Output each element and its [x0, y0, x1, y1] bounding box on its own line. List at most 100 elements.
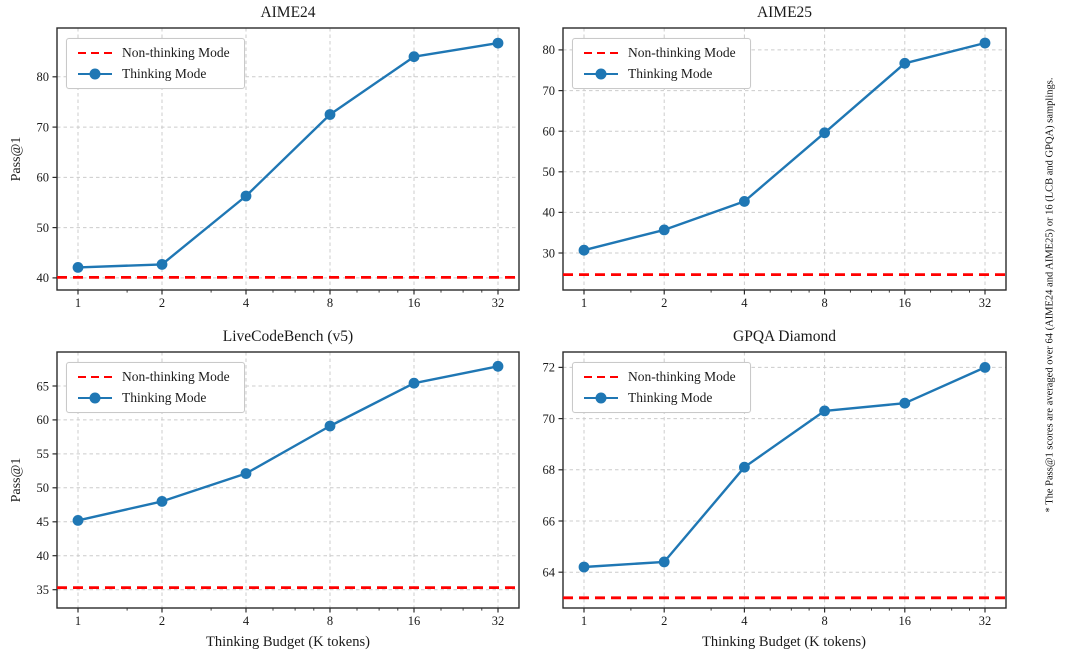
y-tick-label: 50 [37, 481, 50, 495]
data-point-marker [739, 196, 750, 207]
x-tick-label: 32 [492, 296, 505, 310]
thinking-line [77, 41, 499, 269]
y-tick-label: 70 [37, 120, 50, 134]
x-tick-label: 8 [327, 614, 333, 628]
data-point-marker [492, 360, 504, 372]
x-tick-label: 1 [75, 296, 81, 310]
y-tick-label: 60 [543, 125, 556, 139]
legend-livecodebench: Non-thinking Mode Thinking Mode [66, 362, 245, 413]
x-tick-label: 4 [243, 296, 250, 310]
legend-aime24: Non-thinking Mode Thinking Mode [66, 38, 245, 89]
x-tick-label: 16 [408, 296, 421, 310]
subplot-aime24: 40 50 60 70 80 1 2 4 8 16 32 [37, 27, 520, 310]
data-point-marker [408, 51, 420, 63]
data-point-marker [658, 556, 670, 568]
axes-frame [562, 351, 1007, 609]
x-tick-label: 2 [159, 614, 165, 628]
data-point-marker [979, 37, 991, 49]
axes-frame [56, 27, 520, 291]
data-point-marker [156, 259, 168, 270]
legend-label-thinking: Thinking Mode [628, 390, 713, 405]
data-point-marker [819, 127, 830, 139]
non-thinking-line-sample [584, 375, 618, 379]
x-tick-label: 2 [661, 614, 667, 628]
data-point-marker [578, 561, 590, 573]
data-point-marker [156, 496, 168, 507]
y-tick-label: 45 [37, 515, 50, 529]
legend-label-non-thinking: Non-thinking Mode [628, 45, 736, 60]
legend-item-non-thinking: Non-thinking Mode [78, 45, 230, 61]
non-thinking-line-sample [78, 51, 112, 55]
x-axis-label-thinking-budget: Thinking Budget (K tokens) [702, 634, 866, 650]
y-tick-label: 60 [37, 413, 50, 427]
marker-dot-icon [89, 68, 101, 80]
data-point-marker [324, 420, 336, 432]
data-point-marker [819, 405, 830, 417]
y-tick-label: 40 [37, 271, 50, 285]
x-axis-label-thinking-budget: Thinking Budget (K tokens) [206, 634, 370, 650]
x-tick-label: 4 [243, 614, 250, 628]
legend-label-thinking: Thinking Mode [122, 390, 207, 405]
y-tick-label: 50 [37, 221, 50, 235]
y-tick-label: 65 [37, 379, 50, 393]
footnote-sampling-note: * The Pass@1 scores are averaged over 64… [1044, 77, 1056, 513]
x-tick-label: 1 [581, 296, 587, 310]
non-thinking-line-sample [584, 51, 618, 55]
y-axis-label-pass-at-1: Pass@1 [9, 136, 24, 182]
x-tick-label: 8 [821, 614, 827, 628]
legend-item-thinking: Thinking Mode [78, 390, 230, 406]
y-tick-label: 60 [37, 171, 50, 185]
data-point-marker [578, 244, 590, 256]
x-tick-label: 1 [75, 614, 81, 628]
x-tick-label: 8 [327, 296, 333, 310]
x-tick-label: 4 [741, 614, 748, 628]
legend-label-non-thinking: Non-thinking Mode [628, 369, 736, 384]
legend-item-non-thinking: Non-thinking Mode [584, 369, 736, 385]
legend-item-thinking: Thinking Mode [584, 390, 736, 406]
thinking-line [77, 365, 499, 522]
x-tick-label: 4 [741, 296, 748, 310]
subplot-aime25: 30 40 50 60 70 80 1 2 4 8 16 32 [543, 27, 1007, 310]
legend-item-thinking: Thinking Mode [78, 66, 230, 82]
y-tick-label: 70 [543, 412, 556, 426]
legend-aime25: Non-thinking Mode Thinking Mode [572, 38, 751, 89]
data-point-marker [739, 461, 750, 473]
x-tick-label: 1 [581, 614, 587, 628]
data-point-marker [240, 190, 252, 202]
y-tick-label: 30 [543, 246, 556, 260]
y-tick-label: 68 [543, 463, 556, 477]
y-tick-label: 55 [37, 447, 50, 461]
y-tick-label: 80 [543, 43, 556, 57]
legend-label-thinking: Thinking Mode [122, 66, 207, 81]
legend-label-non-thinking: Non-thinking Mode [122, 45, 230, 60]
x-tick-label: 2 [159, 296, 165, 310]
x-tick-label: 16 [899, 614, 912, 628]
subplot-livecodebench-v5-: 35 40 45 50 55 60 65 1 2 4 8 16 32 [37, 351, 520, 628]
chart-title-gpqa-diamond: GPQA Diamond [733, 328, 836, 345]
x-tick-label: 8 [821, 296, 827, 310]
chart-title-aime24: AIME24 [260, 4, 316, 21]
data-point-marker [72, 262, 84, 273]
thinking-line-sample [78, 392, 112, 404]
legend-item-non-thinking: Non-thinking Mode [78, 369, 230, 385]
thinking-line [583, 366, 986, 569]
thinking-line-sample [584, 392, 618, 404]
thinking-line-sample [584, 68, 618, 80]
y-tick-label: 35 [37, 583, 50, 597]
data-point-marker [658, 224, 670, 236]
y-tick-label: 40 [543, 206, 556, 220]
axes-frame [562, 27, 1007, 291]
y-tick-label: 80 [37, 70, 50, 84]
non-thinking-line-sample [78, 375, 112, 379]
y-tick-label: 66 [543, 514, 556, 528]
marker-dot-icon [595, 68, 607, 80]
data-point-marker [72, 515, 84, 526]
data-point-marker [899, 57, 911, 69]
legend-label-non-thinking: Non-thinking Mode [122, 369, 230, 384]
thinking-line [583, 41, 986, 252]
x-tick-label: 32 [979, 614, 992, 628]
data-point-marker [899, 397, 911, 409]
chart-title-livecodebench: LiveCodeBench (v5) [222, 328, 354, 345]
legend-label-thinking: Thinking Mode [628, 66, 713, 81]
